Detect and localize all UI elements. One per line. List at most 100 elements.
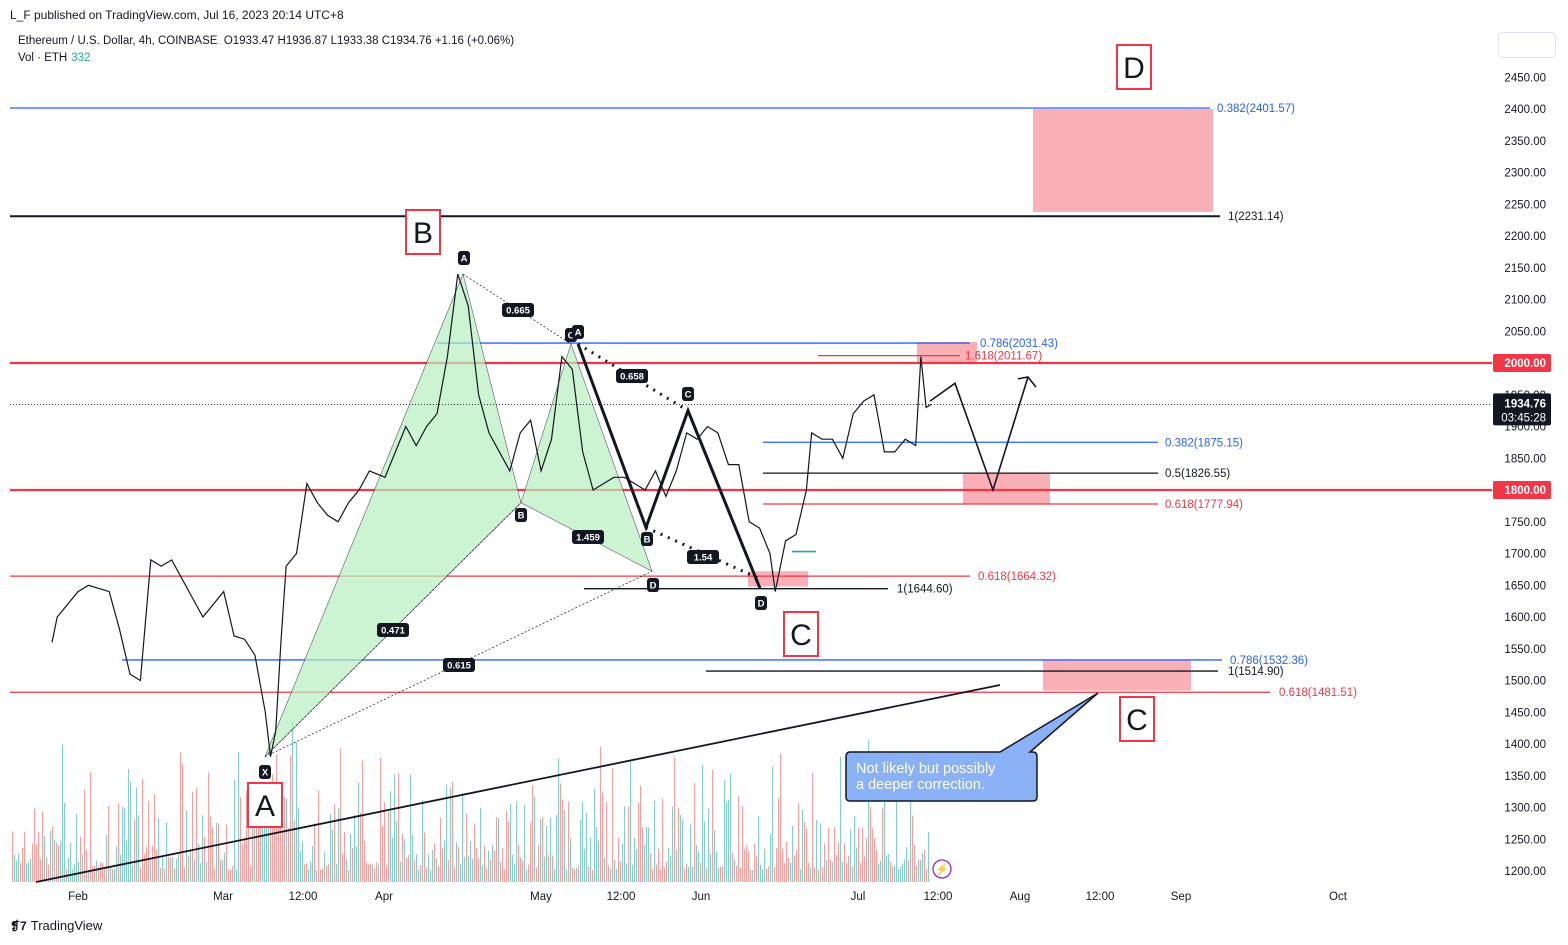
volume-bar — [458, 846, 460, 882]
volume-bar — [828, 827, 830, 882]
volume-bar — [54, 839, 56, 882]
volume-bar — [194, 859, 196, 882]
volume-bar — [528, 864, 530, 882]
x-tick-label: Apr — [375, 891, 393, 903]
volume-bar — [544, 856, 546, 882]
volume-bar — [912, 815, 914, 882]
point-pill — [755, 596, 767, 610]
harmonic-patterns: 0.665 0.658 1.459 1.54 0.471 0.615 X A B C D A B C D — [259, 251, 767, 779]
volume-bar — [516, 801, 518, 882]
volume-bar — [156, 849, 158, 882]
volume-bar — [356, 846, 358, 882]
volume-bar — [762, 869, 764, 882]
volume-bar — [600, 746, 602, 882]
toolbar-box[interactable] — [1498, 32, 1556, 58]
volume-bar — [922, 852, 924, 882]
price-line — [51, 273, 932, 757]
y-tick-label: 2250.00 — [1504, 199, 1546, 211]
y-tick-label: 1600.00 — [1504, 612, 1546, 624]
volume-bar — [86, 850, 88, 882]
volume-bar — [510, 803, 512, 882]
volume-bar — [594, 788, 596, 882]
volume-bar — [684, 868, 686, 882]
volume-bar — [716, 852, 718, 882]
volume-bar — [36, 844, 38, 882]
volume-bar — [870, 806, 872, 882]
volume-bar — [670, 855, 672, 882]
volume-bar — [50, 830, 52, 882]
y-tick-label: 1450.00 — [1504, 707, 1546, 719]
volume-bar — [128, 769, 130, 882]
volume-bar — [586, 813, 588, 882]
last-price-badge — [1493, 393, 1551, 426]
volume-bar — [296, 742, 298, 882]
volume-bar — [108, 805, 110, 882]
volume-bar — [664, 867, 666, 882]
volume-bar — [588, 866, 590, 882]
volume-bar — [726, 801, 728, 882]
volume-bar — [666, 861, 668, 882]
volume-bar — [554, 869, 556, 882]
volume-bar — [266, 796, 268, 882]
volume-bar — [98, 866, 100, 882]
volume-bar — [808, 862, 810, 882]
volume-bar — [556, 815, 558, 882]
wave-label: B — [413, 217, 433, 250]
volume-bar — [324, 852, 326, 882]
volume-bar — [472, 859, 474, 882]
volume-bar — [520, 857, 522, 882]
x-tick-label: 12:00 — [289, 891, 318, 903]
volume-bar — [272, 774, 274, 882]
volume-bar — [462, 793, 464, 882]
volume-bar — [572, 867, 574, 882]
volume-bar — [710, 854, 712, 882]
volume-bar — [456, 842, 458, 882]
volume-bar — [440, 817, 442, 882]
volume-bar — [894, 866, 896, 882]
volume-bar — [654, 800, 656, 882]
y-tick-label: 1250.00 — [1504, 834, 1546, 846]
volume-bar — [120, 854, 122, 882]
volume-bar — [848, 855, 850, 882]
volume-bar — [772, 766, 774, 882]
volume-bar — [888, 853, 890, 882]
volume-bar — [236, 869, 238, 882]
volume-bar — [876, 850, 878, 882]
volume-bar — [494, 850, 496, 882]
volume-bar — [492, 844, 494, 882]
symbol-name[interactable]: Ethereum / U.S. Dollar, 4h, COINBASE — [18, 35, 218, 47]
volume-bar — [326, 865, 328, 882]
volume-bar — [96, 860, 98, 882]
volume-bar — [608, 865, 610, 882]
volume-bar — [366, 862, 368, 882]
volume-legend[interactable]: Vol · ETH 332 — [18, 52, 90, 64]
volume-bar — [908, 860, 910, 882]
volume-bar — [20, 862, 22, 882]
volume-bar — [470, 841, 472, 882]
volume-bar — [568, 801, 570, 882]
volume-bar — [914, 845, 916, 882]
volume-bar — [754, 843, 756, 882]
volume-bar — [252, 827, 254, 882]
volume-bar — [896, 771, 898, 882]
time-axis[interactable]: Feb Mar 12:00 Apr May 12:00 Jun Jul 12:00 Aug 12:0… — [68, 891, 1348, 903]
volume-bar — [776, 847, 778, 882]
symbol-legend[interactable]: Ethereum / U.S. Dollar, 4h, COINBASE O19… — [18, 35, 514, 47]
volume-bar — [810, 868, 812, 882]
trend-line — [35, 684, 1001, 883]
volume-bar — [412, 834, 414, 882]
point-label: C — [685, 390, 692, 401]
volume-bar — [454, 867, 456, 882]
volume-bar — [246, 790, 248, 882]
ratio-pill — [572, 530, 604, 544]
volume-bar — [830, 859, 832, 882]
point-pill — [515, 508, 527, 522]
fib-levels: 0.382(2401.57)1(2231.14)0.786(2031.43)1.… — [10, 103, 1492, 699]
volume-bar — [268, 813, 270, 882]
y-tick-label: 2150.00 — [1504, 263, 1546, 275]
price-axis[interactable]: 1200.00 1250.00 1300.00 1350.00 1400.00 1450.… — [1493, 72, 1551, 878]
tradingview-footer[interactable]: ❡7 TradingView — [10, 918, 102, 933]
volume-bar — [204, 837, 206, 882]
volume-bar — [144, 854, 146, 882]
